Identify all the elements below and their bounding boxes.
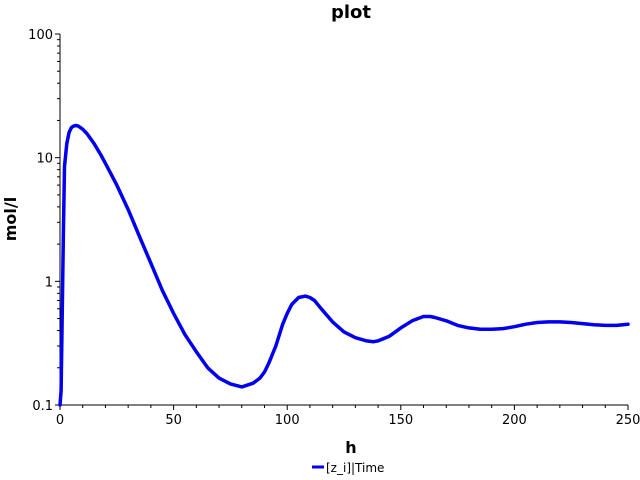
x-tick-label: 200 <box>502 413 527 428</box>
legend-label: [z_i]|Time <box>326 461 384 475</box>
x-tick-label: 250 <box>616 413 640 428</box>
x-tick-label: 150 <box>388 413 413 428</box>
series-layer <box>58 123 630 407</box>
y-axis-label: mol/l <box>1 197 20 241</box>
chart-title: plot <box>331 2 371 23</box>
x-axis-label: h <box>345 438 356 457</box>
x-tick-label: 0 <box>56 413 64 428</box>
axes: 0 50 100 150 200 250 0.1 1 10 100 <box>28 28 640 428</box>
legend: [z_i]|Time <box>312 461 384 475</box>
x-tick-label: 100 <box>275 413 300 428</box>
series-line-0 <box>58 123 630 407</box>
x-tick-label: 50 <box>165 413 182 428</box>
y-tick-label: 1 <box>45 275 53 290</box>
y-tick-label: 10 <box>36 152 53 167</box>
y-tick-label: 100 <box>28 28 53 43</box>
y-tick-label: 0.1 <box>32 399 53 414</box>
